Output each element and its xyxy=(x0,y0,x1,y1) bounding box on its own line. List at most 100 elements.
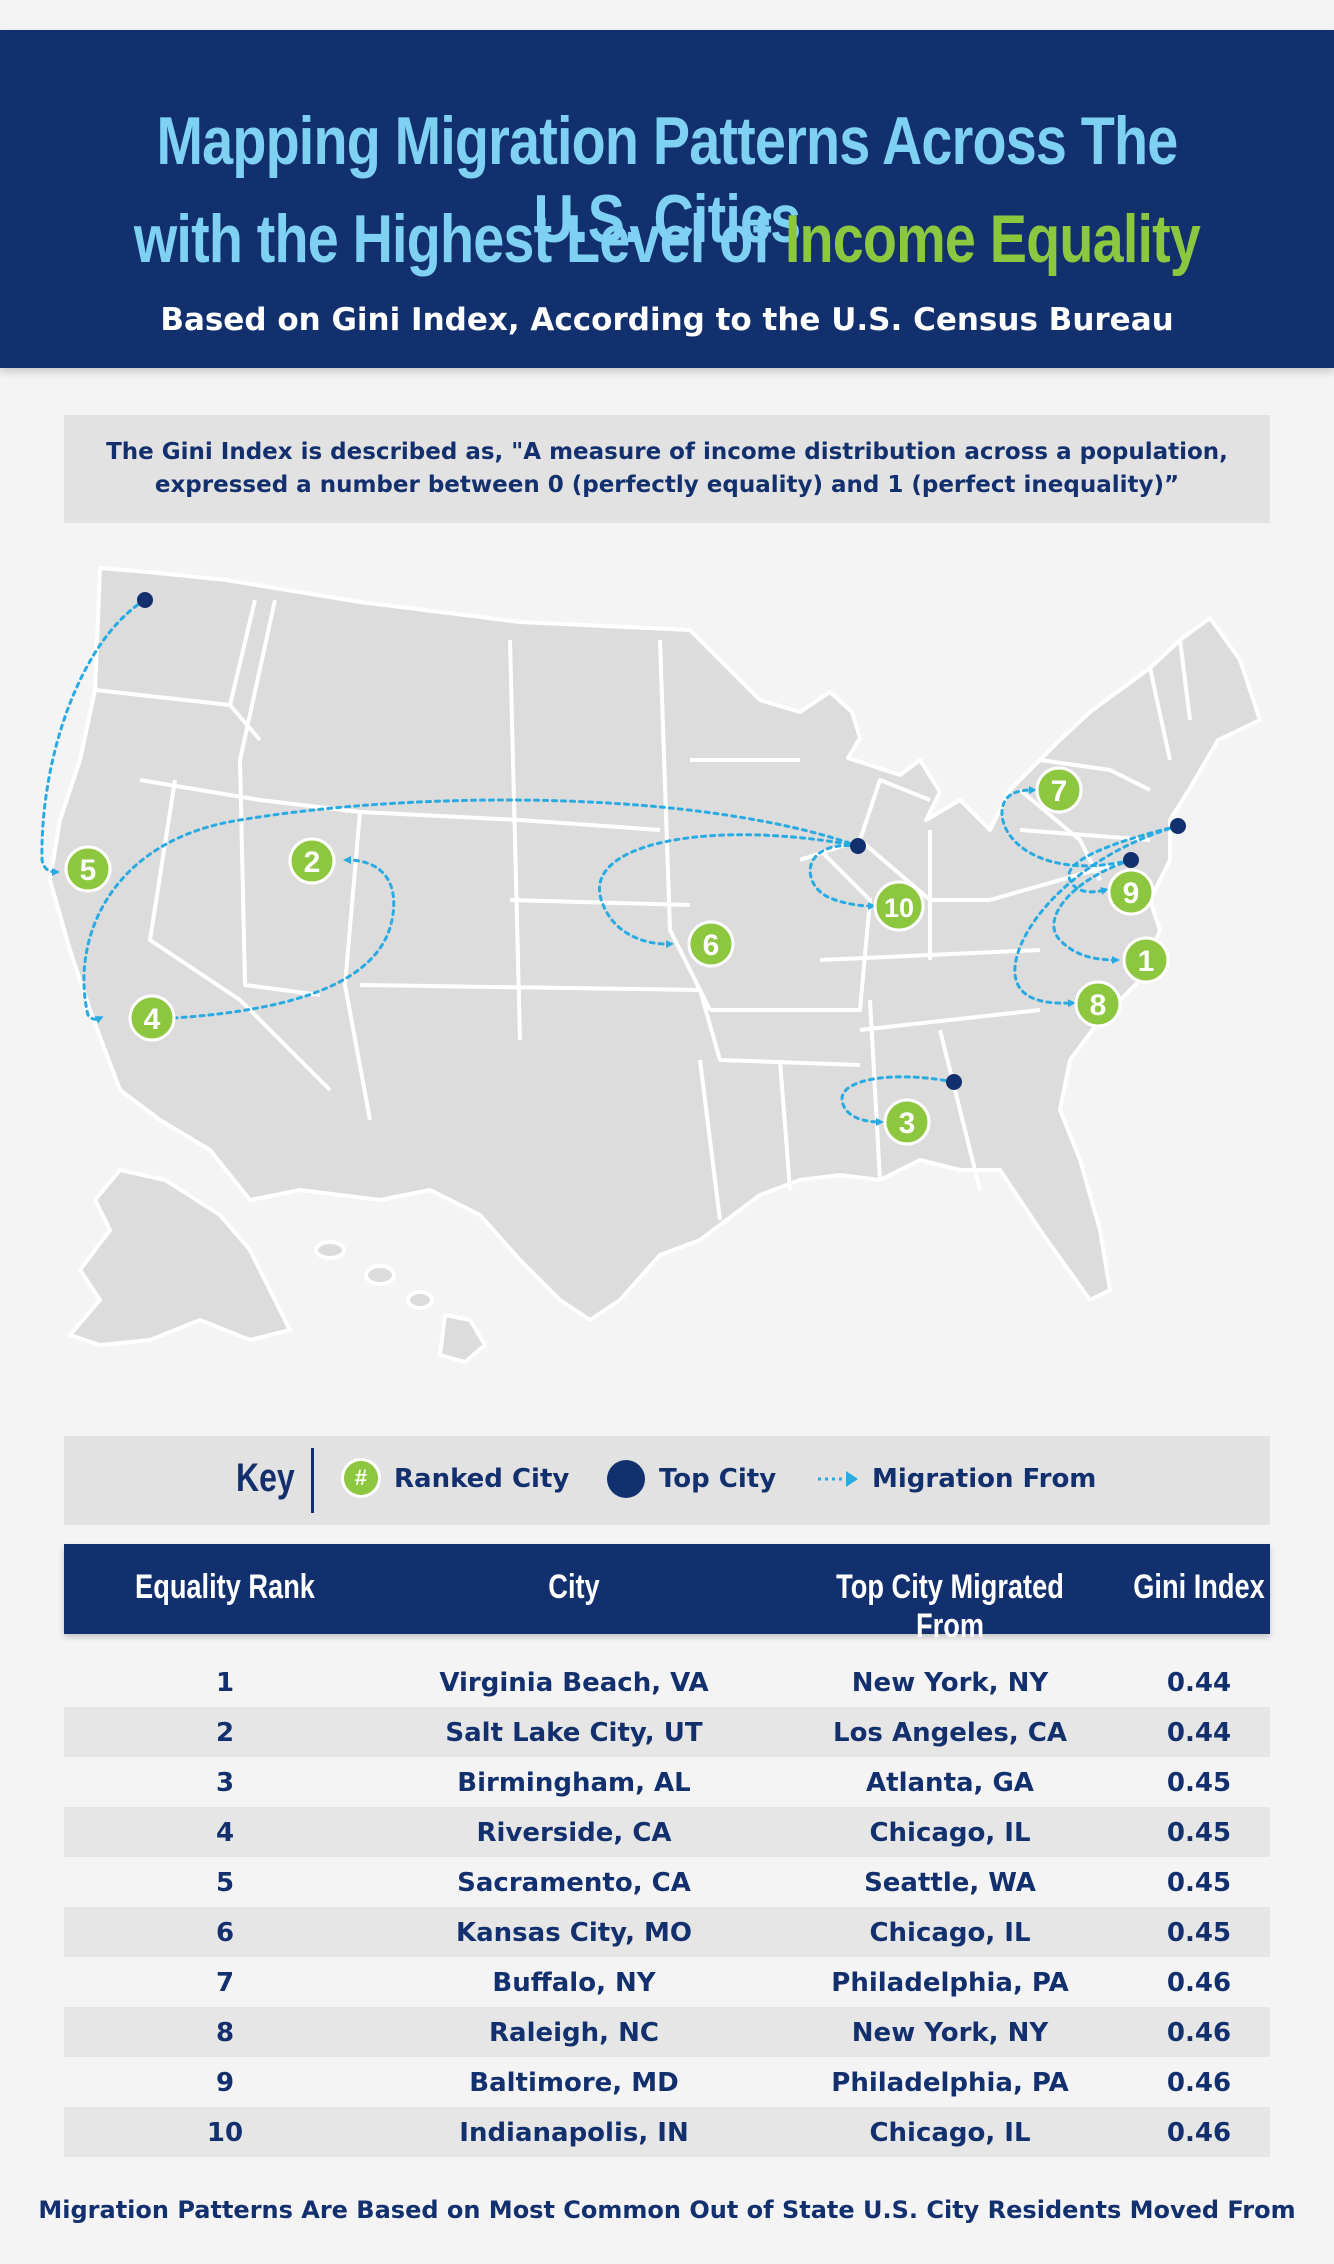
cell-gini: 0.44 xyxy=(1166,1668,1232,1698)
migration-paths xyxy=(40,598,1180,1126)
table-row: 5 Sacramento, CA Seattle, WA 0.45 xyxy=(64,1857,1270,1907)
table-row: 6 Kansas City, MO Chicago, IL 0.45 xyxy=(64,1907,1270,1957)
key-top-label: Top City xyxy=(659,1464,777,1494)
cell-city: Sacramento, CA xyxy=(457,1868,691,1898)
cell-city: Riverside, CA xyxy=(476,1818,672,1848)
title-line-2: with the Highest Level of Income Equalit… xyxy=(120,200,1214,278)
cell-gini: 0.46 xyxy=(1166,2018,1232,2048)
cell-city: Buffalo, NY xyxy=(492,1968,656,1998)
cell-rank: 4 xyxy=(215,1818,235,1848)
cell-gini: 0.45 xyxy=(1166,1868,1232,1898)
header-banner: Mapping Migration Patterns Across The U.… xyxy=(0,30,1334,368)
cell-from: Seattle, WA xyxy=(864,1868,1036,1898)
cell-city: Salt Lake City, UT xyxy=(445,1718,703,1748)
migration-path-1 xyxy=(1052,858,1133,964)
cell-from: Los Angeles, CA xyxy=(833,1718,1067,1748)
subtitle: Based on Gini Index, According to the U.… xyxy=(160,302,1174,338)
cell-from: Chicago, IL xyxy=(869,2118,1031,2148)
migration-path-7 xyxy=(1000,786,1133,868)
top-city-dot-new-york xyxy=(1170,818,1186,834)
ranked-badge-10: 10 xyxy=(873,880,925,932)
ranked-badge-3-label: 3 xyxy=(899,1107,916,1140)
migration-path-4 xyxy=(82,798,860,1024)
ranked-badge-9: 9 xyxy=(1107,868,1155,916)
top-city-dot-atlanta xyxy=(946,1074,962,1090)
cell-from: Atlanta, GA xyxy=(866,1768,1034,1798)
ranked-badge-5-label: 5 xyxy=(80,854,97,887)
cell-rank: 2 xyxy=(215,1718,235,1748)
top-city-dot-chicago xyxy=(850,838,866,854)
footer-note: Migration Patterns Are Based on Most Com… xyxy=(38,2196,1296,2224)
map-alaska xyxy=(68,1168,292,1347)
ranked-badge-10-label: 10 xyxy=(884,893,914,923)
top-city-dots xyxy=(137,592,1186,1090)
migration-path-5 xyxy=(40,598,147,876)
map-state-borders xyxy=(94,599,1192,1221)
ranked-badge-9-label: 9 xyxy=(1123,877,1140,910)
cell-gini: 0.46 xyxy=(1166,2068,1232,2098)
migration-path-6 xyxy=(598,833,860,949)
ranked-badges: 1 2 3 4 5 6 7 8 9 10 xyxy=(64,766,1170,1146)
ranked-badge-3: 3 xyxy=(883,1098,931,1146)
ranked-badge-6-label: 6 xyxy=(703,929,720,962)
cell-from: New York, NY xyxy=(851,2018,1049,2048)
cell-gini: 0.45 xyxy=(1166,1768,1232,1798)
table-row: 1 Virginia Beach, VA New York, NY 0.44 xyxy=(64,1657,1270,1707)
table-row: 2 Salt Lake City, UT Los Angeles, CA 0.4… xyxy=(64,1707,1270,1757)
table-row: 7 Buffalo, NY Philadelphia, PA 0.46 xyxy=(64,1957,1270,2007)
cell-rank: 9 xyxy=(215,2068,235,2098)
cell-city: Virginia Beach, VA xyxy=(439,1668,709,1698)
table-row: 3 Birmingham, AL Atlanta, GA 0.45 xyxy=(64,1757,1270,1807)
key-divider xyxy=(311,1448,314,1513)
ranked-badge-8-label: 8 xyxy=(1090,989,1107,1022)
ranked-badge-8: 8 xyxy=(1074,980,1122,1028)
map-land xyxy=(48,566,1262,1364)
cell-rank: 3 xyxy=(215,1768,235,1798)
table-row: 9 Baltimore, MD Philadelphia, PA 0.46 xyxy=(64,2057,1270,2107)
cell-from: Chicago, IL xyxy=(869,1918,1031,1948)
table-row: 8 Raleigh, NC New York, NY 0.46 xyxy=(64,2007,1270,2057)
cell-city: Birmingham, AL xyxy=(457,1768,691,1798)
ranked-badge-2: 2 xyxy=(288,837,336,885)
cell-gini: 0.44 xyxy=(1166,1718,1232,1748)
table-header: Equality Rank City Top City Migrated Fro… xyxy=(64,1544,1270,1645)
migration-path-10 xyxy=(808,844,876,910)
cell-rank: 1 xyxy=(215,1668,235,1698)
ranked-city-badge-icon: # xyxy=(341,1458,381,1498)
ranked-badge-6: 6 xyxy=(687,920,735,968)
map-hawaii-big xyxy=(438,1313,487,1364)
table-row: 4 Riverside, CA Chicago, IL 0.45 xyxy=(64,1807,1270,1857)
definition-line-1: The Gini Index is described as, "A measu… xyxy=(106,439,1228,465)
cell-gini: 0.45 xyxy=(1166,1818,1232,1848)
top-city-dot-icon xyxy=(607,1460,645,1498)
migration-path-3 xyxy=(840,1075,956,1126)
header-gini-index: Gini Index xyxy=(1133,1568,1265,1606)
cell-from: Chicago, IL xyxy=(869,1818,1031,1848)
map-hawaii-1 xyxy=(314,1240,346,1260)
ranked-badge-1-label: 1 xyxy=(1138,945,1155,978)
map-hawaii-3 xyxy=(406,1290,434,1310)
header-equality-rank: Equality Rank xyxy=(135,1568,315,1606)
cell-city: Baltimore, MD xyxy=(469,2068,679,2098)
ranked-badge-4: 4 xyxy=(128,994,176,1042)
cell-city: Raleigh, NC xyxy=(489,2018,659,2048)
migration-path-2 xyxy=(171,856,396,1020)
cell-city: Indianapolis, IN xyxy=(459,2118,689,2148)
definition-line-2: expressed a number between 0 (perfectly … xyxy=(154,472,1180,498)
migration-path-8 xyxy=(1013,824,1180,1008)
legend-key: Key # Ranked City Top City Migration Fro… xyxy=(64,1436,1270,1525)
migration-arrow-icon xyxy=(818,1471,858,1487)
title-line-1: Mapping Migration Patterns Across The U.… xyxy=(156,103,1179,257)
cell-rank: 8 xyxy=(215,2018,235,2048)
cell-gini: 0.46 xyxy=(1166,1968,1232,1998)
key-title: Key xyxy=(236,1456,295,1500)
table-row: 10 Indianapolis, IN Chicago, IL 0.46 xyxy=(64,2107,1270,2157)
cell-gini: 0.45 xyxy=(1166,1918,1232,1948)
cell-rank: 6 xyxy=(215,1918,235,1948)
cell-from: Philadelphia, PA xyxy=(831,1968,1069,1998)
ranked-badge-5: 5 xyxy=(64,845,112,893)
header-top-city-migrated-from: Top City Migrated From xyxy=(836,1568,1064,1645)
ranked-badge-7: 7 xyxy=(1035,766,1083,814)
map-hawaii-2 xyxy=(364,1264,396,1286)
ranked-badge-4-label: 4 xyxy=(144,1003,161,1036)
